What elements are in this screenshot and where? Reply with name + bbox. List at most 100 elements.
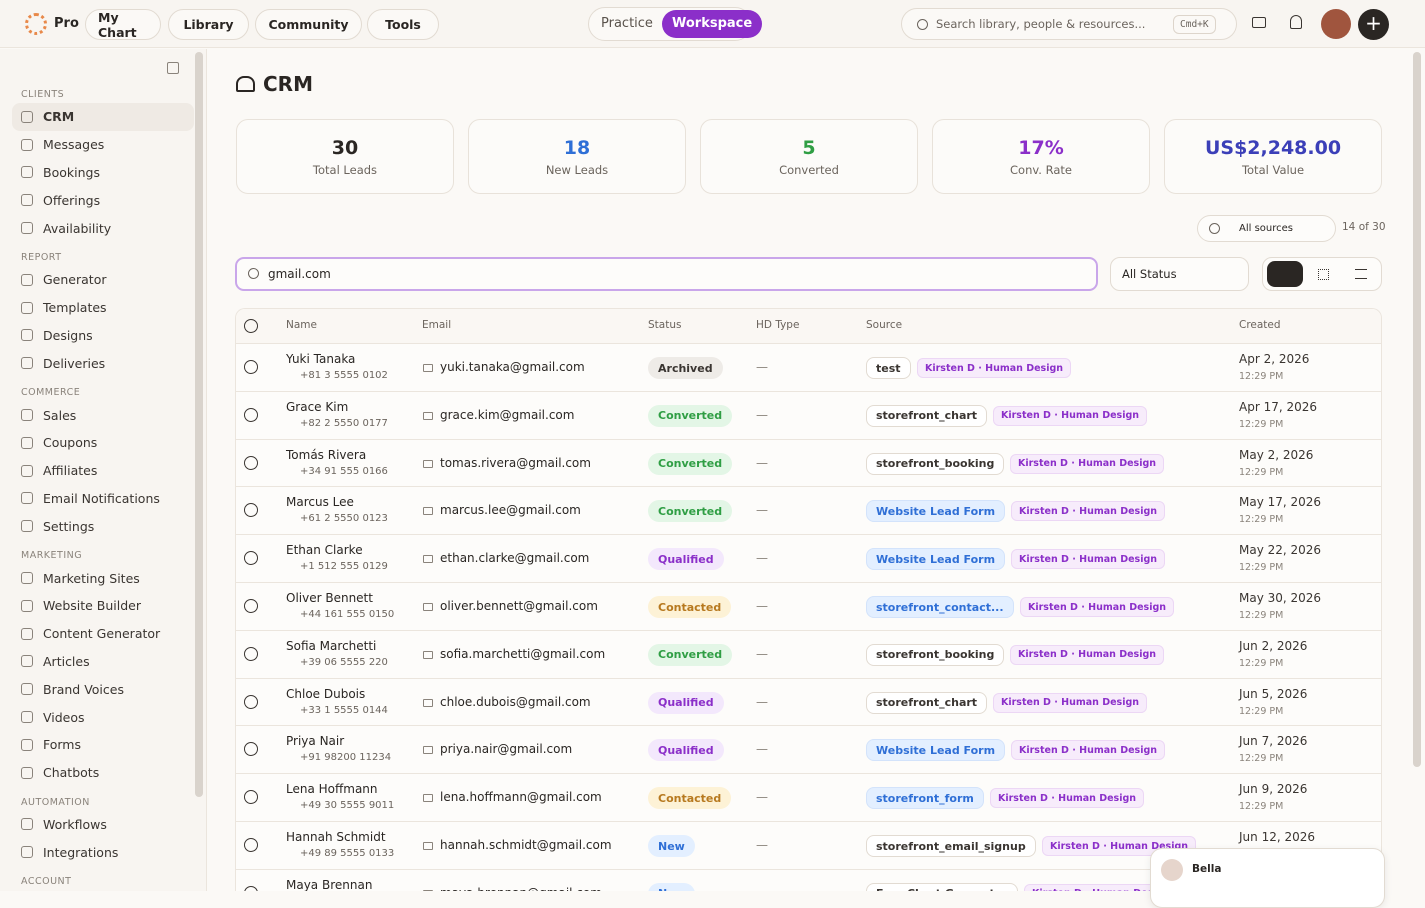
nav-label: Deliveries (43, 355, 106, 371)
nav-item[interactable]: My Chart (85, 9, 161, 40)
nav-link[interactable]: Forms (12, 731, 194, 759)
section-title: MARKETING (21, 550, 83, 562)
nav-item[interactable]: Library (168, 9, 249, 40)
nav-link[interactable]: Workflows (12, 811, 194, 839)
nav-label: Templates (43, 300, 107, 316)
lead-phone: +91 98200 11234 (300, 752, 392, 764)
search-box[interactable]: Search library, people & resources... Cm… (901, 8, 1237, 40)
status-badge: Contacted (648, 787, 732, 810)
select-all[interactable] (244, 319, 258, 333)
column-header[interactable]: Name (286, 319, 317, 331)
status-badge: Qualified (648, 739, 724, 762)
chat-widget[interactable]: Bella (1150, 848, 1385, 908)
page-icon (236, 76, 255, 92)
nav-link[interactable]: Templates (12, 294, 194, 322)
nav-icon (21, 301, 33, 314)
row-checkbox[interactable] (244, 455, 258, 470)
nav-item[interactable]: Tools (367, 9, 439, 40)
column-header[interactable]: Source (866, 319, 903, 331)
created-date: Jun 9, 2026 (1239, 782, 1308, 797)
search-placeholder: Search library, people & resources... (936, 17, 1146, 31)
nav-link[interactable]: Chatbots (12, 759, 194, 787)
lead-email: priya.nair@gmail.com (440, 742, 573, 757)
hd-type: — (756, 790, 768, 805)
nav-link[interactable]: Designs (12, 322, 194, 350)
row-checkbox[interactable] (244, 694, 258, 709)
hd-type: — (756, 360, 768, 374)
row-checkbox[interactable] (244, 790, 258, 805)
table-row: Lena Hoffmann +49 30 5555 9011 lena.hoffma… (236, 773, 1381, 821)
table-view[interactable] (1267, 261, 1303, 287)
column-header[interactable]: Status (648, 319, 682, 331)
nav-link[interactable]: Integrations (12, 838, 194, 866)
row-checkbox[interactable] (244, 360, 258, 374)
mode-option[interactable]: Practice (601, 16, 653, 31)
mail-icon (423, 603, 433, 611)
nav-link[interactable]: Email Notifications (12, 485, 194, 513)
status-badge: New (648, 835, 695, 857)
row-checkbox[interactable] (244, 838, 258, 852)
row-checkbox[interactable] (244, 646, 258, 661)
lead-email: ethan.clarke@gmail.com (440, 551, 590, 566)
nav-icon (21, 655, 33, 668)
search-input[interactable]: gmail.com (235, 257, 1098, 291)
column-header[interactable]: Email (422, 319, 452, 331)
nav-link[interactable]: Generator (12, 266, 194, 294)
add-button[interactable]: + (1358, 9, 1389, 40)
nav-link[interactable]: Website Builder (12, 592, 194, 620)
nav-label: Marketing Sites (43, 570, 140, 586)
nav-link[interactable]: Articles (12, 648, 194, 676)
nav-link[interactable]: Videos (12, 703, 194, 731)
people-icon[interactable] (1290, 15, 1302, 29)
nav-link[interactable]: Content Generator (12, 620, 194, 648)
source-tag: Kirsten D · Human Design (1011, 740, 1166, 761)
nav-link[interactable]: Offerings (12, 186, 194, 214)
nav-link[interactable]: Marketing Sites (12, 564, 194, 592)
grid-view[interactable] (1318, 269, 1329, 280)
mode-option[interactable]: Workspace (662, 10, 763, 38)
sources-filter[interactable]: All sources (1197, 215, 1336, 242)
mail-icon[interactable] (1252, 17, 1266, 28)
nav-link[interactable]: CRM (12, 103, 194, 131)
stat-card: 5 Converted (700, 119, 918, 194)
nav-icon (21, 110, 33, 123)
nav-link[interactable]: Messages (12, 131, 194, 159)
nav-link[interactable]: Brand Voices (12, 675, 194, 703)
status-filter[interactable]: All Status (1110, 257, 1249, 291)
row-checkbox[interactable] (244, 885, 258, 891)
status-badge: Converted (648, 452, 733, 475)
nav-link[interactable]: Affiliates (12, 457, 194, 485)
section-title: ACCOUNT (21, 876, 72, 888)
created-date: May 2, 2026 (1239, 447, 1314, 462)
nav-link[interactable]: Bookings (12, 159, 194, 187)
row-checkbox[interactable] (244, 551, 258, 566)
lead-name: Yuki Tanaka (286, 352, 356, 366)
column-header[interactable]: HD Type (756, 319, 800, 331)
nav-link[interactable]: Availability (12, 214, 194, 242)
source-chip: Website Lead Form (866, 500, 1006, 523)
nav-link[interactable]: Sales (12, 401, 194, 429)
nav-label: Website Builder (43, 598, 142, 614)
column-header[interactable]: Created (1239, 319, 1281, 331)
nav-item[interactable]: Community (255, 9, 362, 40)
created-time: 12:29 PM (1239, 657, 1284, 669)
collapse-icon[interactable] (167, 62, 179, 74)
stat-label: New Leads (545, 163, 609, 177)
nav-icon (21, 357, 33, 370)
stat-value: 5 (802, 137, 816, 159)
nav-link[interactable]: Deliveries (12, 349, 194, 377)
section-title: CLIENTS (21, 89, 65, 100)
lead-name: Marcus Lee (286, 495, 354, 510)
row-checkbox[interactable] (244, 503, 258, 518)
row-checkbox[interactable] (244, 742, 258, 757)
status-badge: Qualified (648, 548, 724, 571)
source-chip: Website Lead Form (866, 548, 1006, 571)
nav-link[interactable]: Coupons (12, 429, 194, 457)
status-badge: Contacted (648, 596, 732, 618)
nav-icon (21, 436, 33, 449)
row-checkbox[interactable] (244, 407, 258, 422)
row-checkbox[interactable] (244, 599, 258, 613)
list-view[interactable] (1355, 269, 1367, 279)
avatar[interactable] (1321, 9, 1351, 39)
nav-link[interactable]: Settings (12, 512, 194, 540)
